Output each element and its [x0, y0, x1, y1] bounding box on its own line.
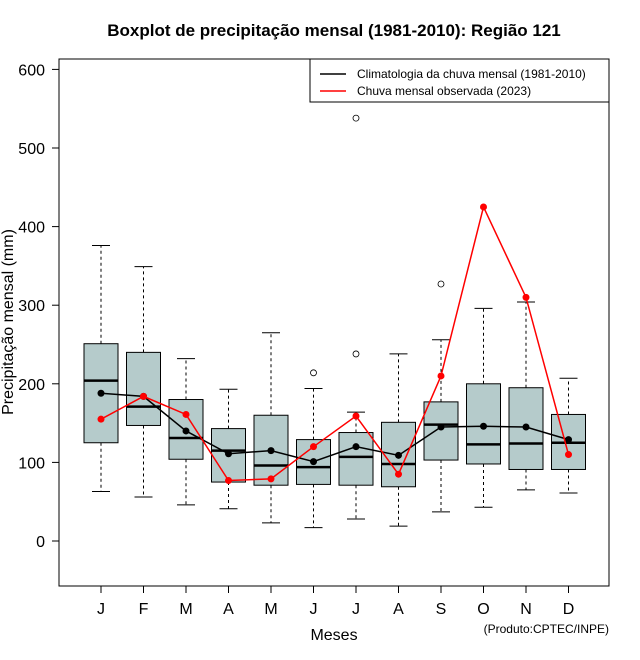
outlier-point — [352, 350, 360, 358]
y-tick-label: 500 — [18, 141, 45, 158]
climatology-point — [437, 423, 445, 431]
outlier-point — [310, 369, 317, 377]
y-tick-label: 600 — [18, 62, 45, 79]
legend: Climatologia da chuva mensal (1981-2010)… — [309, 58, 610, 103]
climatology-point — [267, 447, 275, 455]
observed-point — [140, 392, 147, 400]
climatology-point — [565, 436, 572, 444]
observed-point — [225, 476, 232, 484]
box-month — [83, 244, 119, 492]
y-tick-label: 100 — [18, 455, 45, 472]
climatology-point — [182, 427, 190, 435]
x-tick-label: S — [436, 601, 447, 618]
box-iqr — [296, 439, 331, 485]
box-month — [211, 388, 246, 510]
y-axis-label: Precipitação mensal (mm) — [0, 229, 17, 415]
observed-point — [395, 470, 402, 478]
box-month — [423, 280, 459, 513]
box-month — [338, 114, 374, 520]
x-tick-label: M — [264, 601, 277, 618]
observed-point — [437, 372, 445, 380]
box-month — [466, 307, 501, 508]
climatology-point — [225, 450, 232, 458]
climatology-point — [352, 443, 360, 451]
box-month — [508, 301, 544, 491]
legend-box — [309, 58, 610, 103]
legend-label-climatology: Climatologia da chuva mensal (1981-2010) — [357, 67, 586, 81]
observed-line — [100, 204, 570, 482]
x-tick-label: O — [477, 601, 489, 618]
outlier-point — [437, 280, 445, 288]
y-tick-label: 200 — [18, 377, 45, 394]
observed-point — [522, 293, 530, 301]
climatology-point — [310, 458, 317, 466]
y-axis: 0 100 200 300 400 500 600 — [18, 62, 59, 551]
observed-point — [565, 451, 572, 459]
x-tick-label: J — [352, 601, 360, 618]
climatology-point — [97, 389, 105, 397]
box-month — [253, 332, 289, 524]
observed-point — [267, 475, 275, 483]
climatology-point — [395, 451, 402, 459]
x-tick-label: D — [563, 601, 575, 618]
climatology-line — [100, 392, 569, 463]
box-iqr — [423, 401, 459, 461]
outlier-point — [352, 114, 360, 122]
product-credit: (Produto:CPTEC/INPE) — [484, 622, 609, 636]
box-month — [381, 353, 416, 527]
observed-point — [480, 203, 487, 211]
plot-area-frame — [58, 58, 610, 587]
x-axis-label: Meses — [310, 627, 357, 644]
y-tick-label: 400 — [18, 220, 45, 237]
x-tick-label: J — [310, 601, 318, 618]
x-tick-label: A — [393, 601, 404, 618]
observed-point — [310, 443, 317, 451]
chart-title: Boxplot de precipitação mensal (1981-201… — [107, 21, 561, 40]
x-tick-label: F — [139, 601, 149, 618]
y-tick-label: 0 — [36, 534, 45, 551]
series-lines-group — [97, 203, 572, 484]
x-tick-label: A — [223, 601, 234, 618]
climatology-point — [480, 422, 487, 430]
observed-point — [97, 415, 105, 423]
legend-label-observed: Chuva mensal observada (2023) — [357, 84, 531, 98]
box-iqr — [338, 432, 374, 486]
x-tick-label: N — [520, 601, 532, 618]
climatology-point — [522, 423, 530, 431]
y-tick-label: 300 — [18, 298, 45, 315]
box-iqr — [126, 351, 161, 426]
x-tick-label: J — [97, 601, 105, 618]
observed-point — [352, 412, 360, 420]
boxes-group — [83, 114, 586, 529]
box-month — [126, 266, 161, 498]
observed-point — [182, 410, 190, 418]
box-month — [296, 369, 331, 529]
x-tick-label: M — [179, 601, 192, 618]
